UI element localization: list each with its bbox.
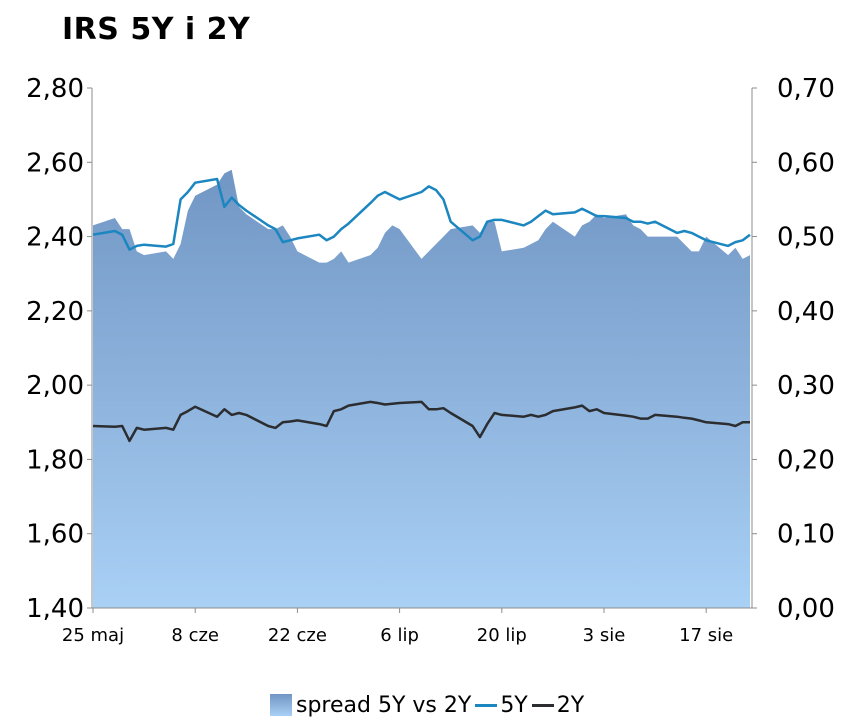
y-left-tick-label: 2,20 <box>26 297 84 327</box>
chart-svg: 1,40 1,60 1,80 2,00 2,20 2,40 2,60 2,80 0,00 0,10… <box>26 74 835 646</box>
y-right-tick-label: 0,70 <box>777 74 835 104</box>
legend-label-2y: 2Y <box>556 692 585 718</box>
y-left-tick-label: 1,60 <box>26 520 84 550</box>
y-left-tick-label: 2,00 <box>26 371 84 401</box>
y-left-tick-label: 2,60 <box>26 148 84 178</box>
chart-title: IRS 5Y i 2Y <box>62 12 251 47</box>
y-left-tick-label: 2,40 <box>26 223 84 253</box>
x-tick-label: 20 lip <box>477 625 527 646</box>
x-tick-label: 3 sie <box>583 625 626 646</box>
y-left-tick-label: 1,40 <box>26 594 84 624</box>
x-tick-label: 8 cze <box>171 625 219 646</box>
legend-swatch-2y <box>531 703 554 707</box>
legend-label-spread: spread 5Y vs 2Y <box>296 692 472 718</box>
legend-label-5y: 5Y <box>500 692 528 718</box>
y-right-tick-label: 0,30 <box>777 371 835 401</box>
y-right-tick-label: 0,40 <box>777 297 835 327</box>
series-area-spread-5y-vs-2y <box>93 169 750 608</box>
y-left-tick-label: 1,80 <box>26 445 84 475</box>
legend-item-spread: spread 5Y vs 2Y <box>270 693 471 718</box>
y-right-tick-label: 0,50 <box>777 223 835 253</box>
series-line-5y <box>92 177 751 251</box>
legend-swatch-5y <box>475 703 498 707</box>
series-line-2y <box>92 400 750 443</box>
legend-item-2y: 2Y <box>531 692 585 718</box>
x-tick-label: 25 maj <box>62 625 124 646</box>
y-right-tick-label: 0,10 <box>777 520 835 550</box>
x-tick-label: 6 lip <box>380 625 419 646</box>
y-right-tick-label: 0,60 <box>777 148 835 178</box>
x-tick-label: 22 cze <box>268 625 327 646</box>
legend-swatch-spread <box>270 694 292 716</box>
x-tick-label: 17 sie <box>679 625 733 646</box>
y-right-tick-label: 0,00 <box>777 594 835 624</box>
legend-item-5y: 5Y <box>475 692 528 718</box>
y-left-tick-label: 2,80 <box>26 74 84 104</box>
legend: spread 5Y vs 2Y 5Y 2Y <box>270 690 588 720</box>
y-right-tick-label: 0,20 <box>777 445 835 475</box>
